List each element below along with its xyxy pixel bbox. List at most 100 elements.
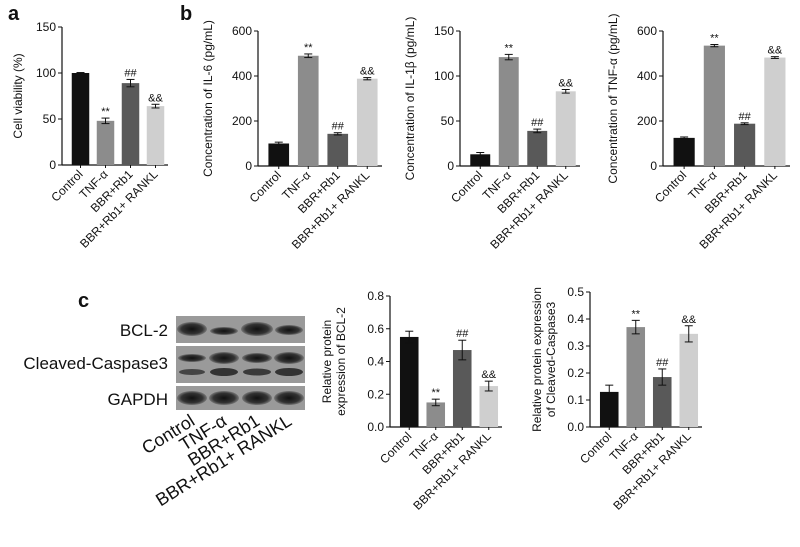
blot-band <box>275 368 303 376</box>
x-tick-label: Control <box>48 167 85 204</box>
annotation: ## <box>456 328 469 340</box>
x-tick-label: Control <box>652 168 689 205</box>
blot-band <box>209 352 239 364</box>
annotation: && <box>681 314 696 326</box>
blot-band <box>241 322 273 336</box>
bar <box>498 57 519 166</box>
bar <box>297 55 319 166</box>
annotation: ** <box>631 308 640 320</box>
blot-strip <box>176 346 305 383</box>
y-tick-label: 150 <box>434 24 454 38</box>
y-tick-label: 0 <box>49 158 56 172</box>
error-bar <box>504 53 513 61</box>
bar <box>599 391 619 427</box>
y-tick-label: 600 <box>232 24 252 38</box>
error-bar <box>770 56 779 59</box>
blot-row-label: BCL-2 <box>120 321 168 340</box>
bar <box>734 123 756 166</box>
y-axis-label: Concentration of IL-1β (pg/mL) <box>403 17 417 181</box>
y-tick-label: 400 <box>637 69 657 83</box>
bar <box>626 327 646 427</box>
annotation: ## <box>124 67 137 79</box>
y-tick-label: 200 <box>637 114 657 128</box>
bar <box>452 350 472 427</box>
bar <box>356 78 378 166</box>
annotation: && <box>481 369 496 381</box>
y-axis-label: expression of BCL-2 <box>334 307 348 416</box>
annotation: ## <box>531 117 544 129</box>
y-axis-label: Cell viability (%) <box>11 53 25 138</box>
annotation: ** <box>101 106 110 118</box>
error-bar <box>431 398 440 407</box>
error-bar <box>76 72 85 74</box>
y-axis-label: Relative protein expression <box>530 287 544 432</box>
x-tick-label: Control <box>448 168 485 205</box>
y-tick-label: 150 <box>36 20 56 34</box>
error-bar <box>126 78 135 88</box>
error-bar <box>484 380 493 392</box>
y-tick-label: 100 <box>434 69 454 83</box>
y-axis-label: Concentration of TNF-α (pg/mL) <box>606 13 620 183</box>
blot-band <box>178 354 206 362</box>
y-tick-label: 0.4 <box>367 355 384 369</box>
annotation: ** <box>710 33 719 45</box>
y-tick-label: 0.0 <box>567 420 584 434</box>
annotation: ** <box>304 42 313 54</box>
error-bar <box>684 325 693 343</box>
y-tick-label: 0.1 <box>567 393 584 407</box>
y-tick-label: 0.5 <box>567 285 584 299</box>
bar <box>555 91 576 166</box>
error-bar <box>740 122 749 126</box>
blot-band <box>274 391 304 405</box>
annotation: && <box>360 66 375 78</box>
blot-band <box>275 325 303 335</box>
bar <box>96 120 115 165</box>
bar <box>146 106 165 165</box>
error-bar <box>658 368 667 386</box>
bar <box>71 73 90 165</box>
error-bar <box>101 117 110 125</box>
blot-band <box>177 391 207 405</box>
error-bar <box>405 330 414 344</box>
y-tick-label: 0.3 <box>567 339 584 353</box>
blot-band <box>274 352 304 364</box>
y-tick-label: 0.6 <box>367 322 384 336</box>
annotation: ## <box>656 357 669 369</box>
blot-image <box>176 316 305 410</box>
bar <box>679 333 699 427</box>
bar <box>479 386 499 427</box>
x-tick-label: Control <box>247 168 284 205</box>
error-bar <box>333 132 342 136</box>
error-bar <box>304 53 313 59</box>
blot-band <box>210 327 238 335</box>
bar <box>764 57 786 166</box>
error-bar <box>561 89 570 94</box>
y-tick-label: 50 <box>441 114 455 128</box>
blot-band <box>179 369 205 375</box>
bar <box>652 377 672 427</box>
y-tick-label: 0.0 <box>367 420 384 434</box>
y-tick-label: 100 <box>36 66 56 80</box>
bar <box>470 154 491 166</box>
panel-label: a <box>8 3 20 25</box>
y-tick-label: 0 <box>447 159 454 173</box>
y-tick-label: 0.2 <box>367 387 384 401</box>
y-tick-label: 50 <box>43 112 57 126</box>
bar <box>673 137 695 166</box>
blot-band <box>242 353 272 363</box>
y-tick-label: 400 <box>232 69 252 83</box>
bar <box>527 130 548 166</box>
y-tick-label: 0.4 <box>567 312 584 326</box>
blot-band <box>242 391 272 405</box>
y-axis-label: Relative protein <box>320 320 334 403</box>
error-bar <box>680 136 689 140</box>
error-bar <box>605 384 614 400</box>
y-tick-label: 0.2 <box>567 366 584 380</box>
error-bar <box>151 103 160 109</box>
annotation: ** <box>431 387 440 399</box>
error-bar <box>363 77 372 81</box>
annotation: ** <box>504 42 513 54</box>
annotation: ## <box>332 121 345 133</box>
bar <box>268 143 290 166</box>
